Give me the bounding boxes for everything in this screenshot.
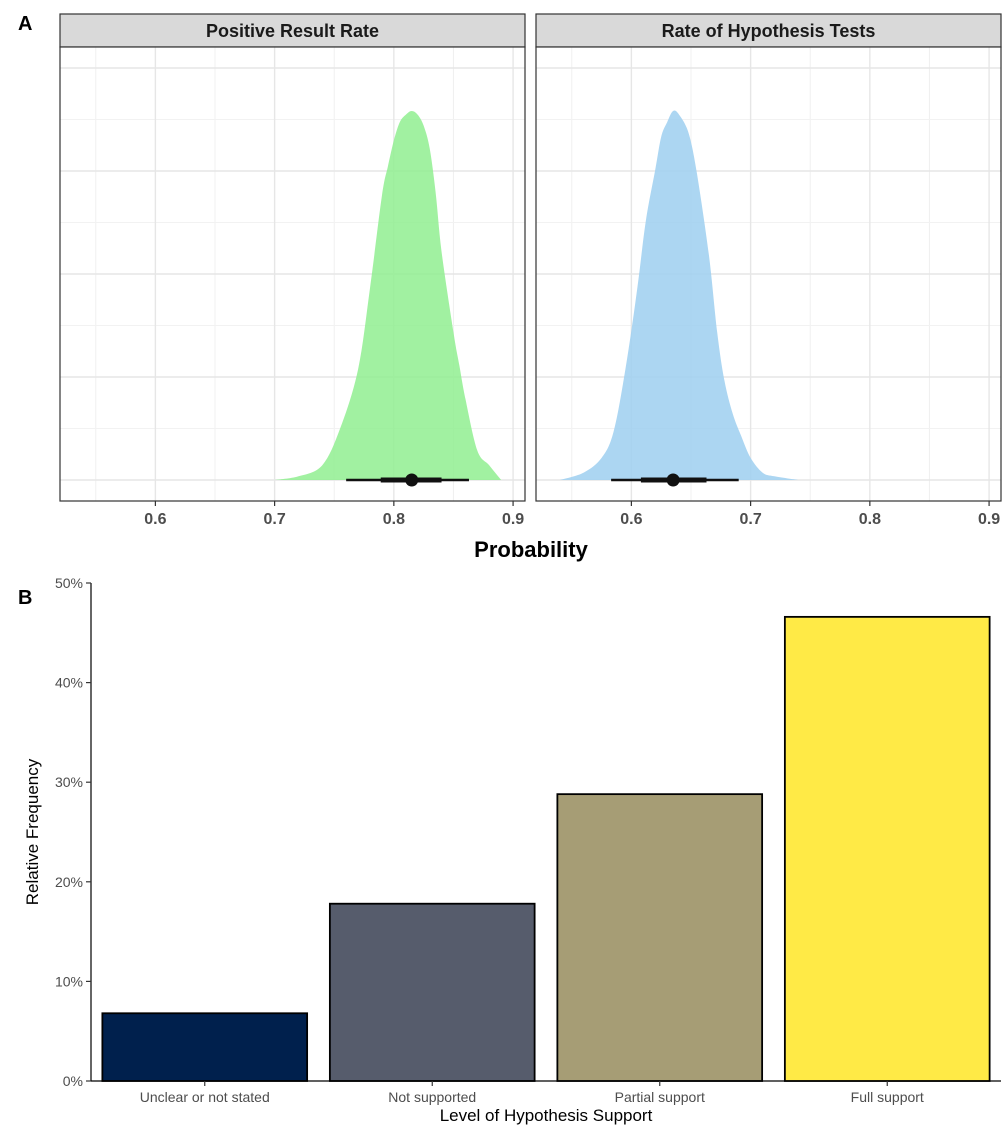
x-tick-label-rate-of-hypothesis-tests: 0.7 xyxy=(739,511,761,528)
panel-b: 0% 10% 20% 30% 40% 50% Unclear or not stated No… xyxy=(23,575,1001,1125)
x-tick-label-positive-result-rate: 0.8 xyxy=(383,511,405,528)
x-tick-label-partial-support: Partial support xyxy=(615,1089,705,1105)
panel-letter-b: B xyxy=(18,587,32,609)
bar-unclear-or-not-stated xyxy=(101,1012,309,1082)
density-rate-of-hypothesis-tests xyxy=(559,110,799,481)
panel-a: Positive Result Rate 0.6 0.7 0.8 0.9 Rate of … xyxy=(59,13,1002,562)
x-axis-title-b: Level of Hypothesis Support xyxy=(440,1106,653,1125)
panel-letter-a: A xyxy=(18,13,32,35)
bar-full-support xyxy=(783,615,991,1082)
facet-strip-positive-result-rate xyxy=(59,13,526,48)
x-tick-label-positive-result-rate: 0.9 xyxy=(502,511,524,528)
x-tick-label-unclear-or-not-stated: Unclear or not stated xyxy=(140,1089,270,1105)
x-tick-label-positive-result-rate: 0.7 xyxy=(263,511,285,528)
y-tick-label: 20% xyxy=(55,874,83,890)
y-tick-label: 30% xyxy=(55,774,83,790)
x-axis-title-a: Probability xyxy=(474,537,588,562)
point-estimate-rate-of-hypothesis-tests xyxy=(666,473,680,487)
x-tick-label-rate-of-hypothesis-tests: 0.9 xyxy=(978,511,1000,528)
facet-border-rate-of-hypothesis-tests xyxy=(535,46,1002,502)
x-tick-label-not-supported: Not supported xyxy=(388,1089,476,1105)
y-tick-label: 0% xyxy=(63,1073,83,1089)
point-estimate-positive-result-rate xyxy=(405,473,419,487)
bar-partial-support xyxy=(556,793,764,1082)
facet-title-positive-result-rate: Positive Result Rate xyxy=(206,21,379,41)
bar-not-supported xyxy=(328,902,536,1082)
x-tick-label-positive-result-rate: 0.6 xyxy=(144,511,166,528)
y-tick-label: 50% xyxy=(55,575,83,591)
x-tick-label-full-support: Full support xyxy=(851,1089,924,1105)
y-axis-title-b: Relative Frequency xyxy=(23,758,42,905)
x-tick-label-rate-of-hypothesis-tests: 0.6 xyxy=(620,511,642,528)
y-tick-label: 10% xyxy=(55,973,83,989)
density-positive-result-rate xyxy=(274,111,502,480)
x-tick-label-rate-of-hypothesis-tests: 0.8 xyxy=(859,511,881,528)
facet-border-positive-result-rate xyxy=(59,46,526,502)
facet-title-rate-of-hypothesis-tests: Rate of Hypothesis Tests xyxy=(662,21,876,41)
y-tick-label: 40% xyxy=(55,675,83,691)
